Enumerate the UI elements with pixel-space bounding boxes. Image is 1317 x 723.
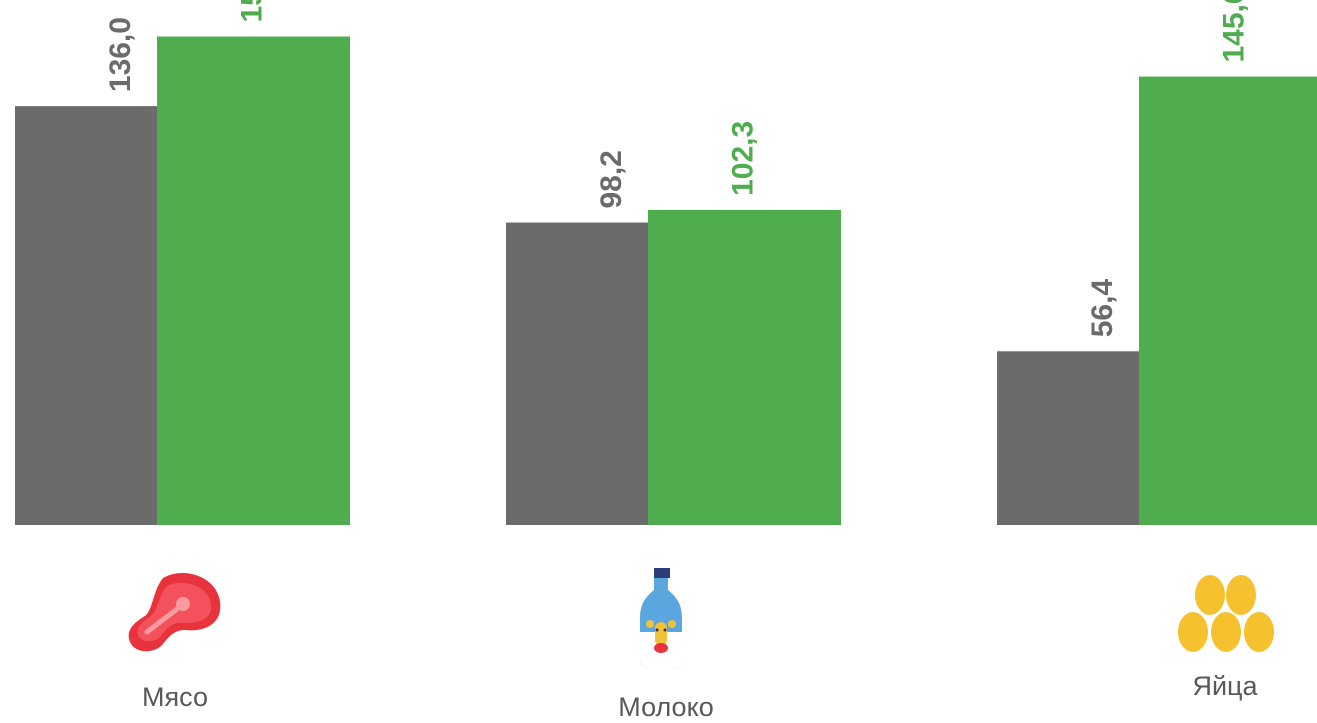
bar-eggs-series-2 bbox=[1139, 76, 1317, 525]
value-label-meat-series-2: 158,6 bbox=[235, 0, 268, 23]
milk-bottle-icon bbox=[640, 568, 682, 668]
bars-layer bbox=[15, 36, 1317, 526]
value-label-milk-series-1: 98,2 bbox=[595, 150, 628, 208]
bar-milk-series-1 bbox=[506, 222, 648, 525]
category-label-eggs: Яйца bbox=[1192, 671, 1258, 701]
meat-steak-icon bbox=[128, 572, 221, 652]
category-label-milk: Молоко bbox=[618, 692, 714, 722]
value-label-meat-series-1: 136,0 bbox=[104, 17, 137, 92]
value-label-milk-series-2: 102,3 bbox=[726, 121, 759, 196]
value-label-eggs-series-1: 56,4 bbox=[1086, 279, 1119, 338]
category-label-meat: Мясо bbox=[142, 682, 208, 712]
bar-eggs-series-1 bbox=[997, 351, 1139, 525]
eggs-icon bbox=[1178, 575, 1274, 652]
value-label-eggs-series-2: 145,6 bbox=[1217, 0, 1250, 63]
value-labels-layer: 136,0 98,2 56,4 158,6 102,3 145,6 bbox=[104, 0, 1251, 337]
bar-meat-series-2 bbox=[157, 36, 350, 526]
bar-meat-series-1 bbox=[15, 106, 157, 526]
bar-milk-series-2 bbox=[648, 209, 841, 525]
